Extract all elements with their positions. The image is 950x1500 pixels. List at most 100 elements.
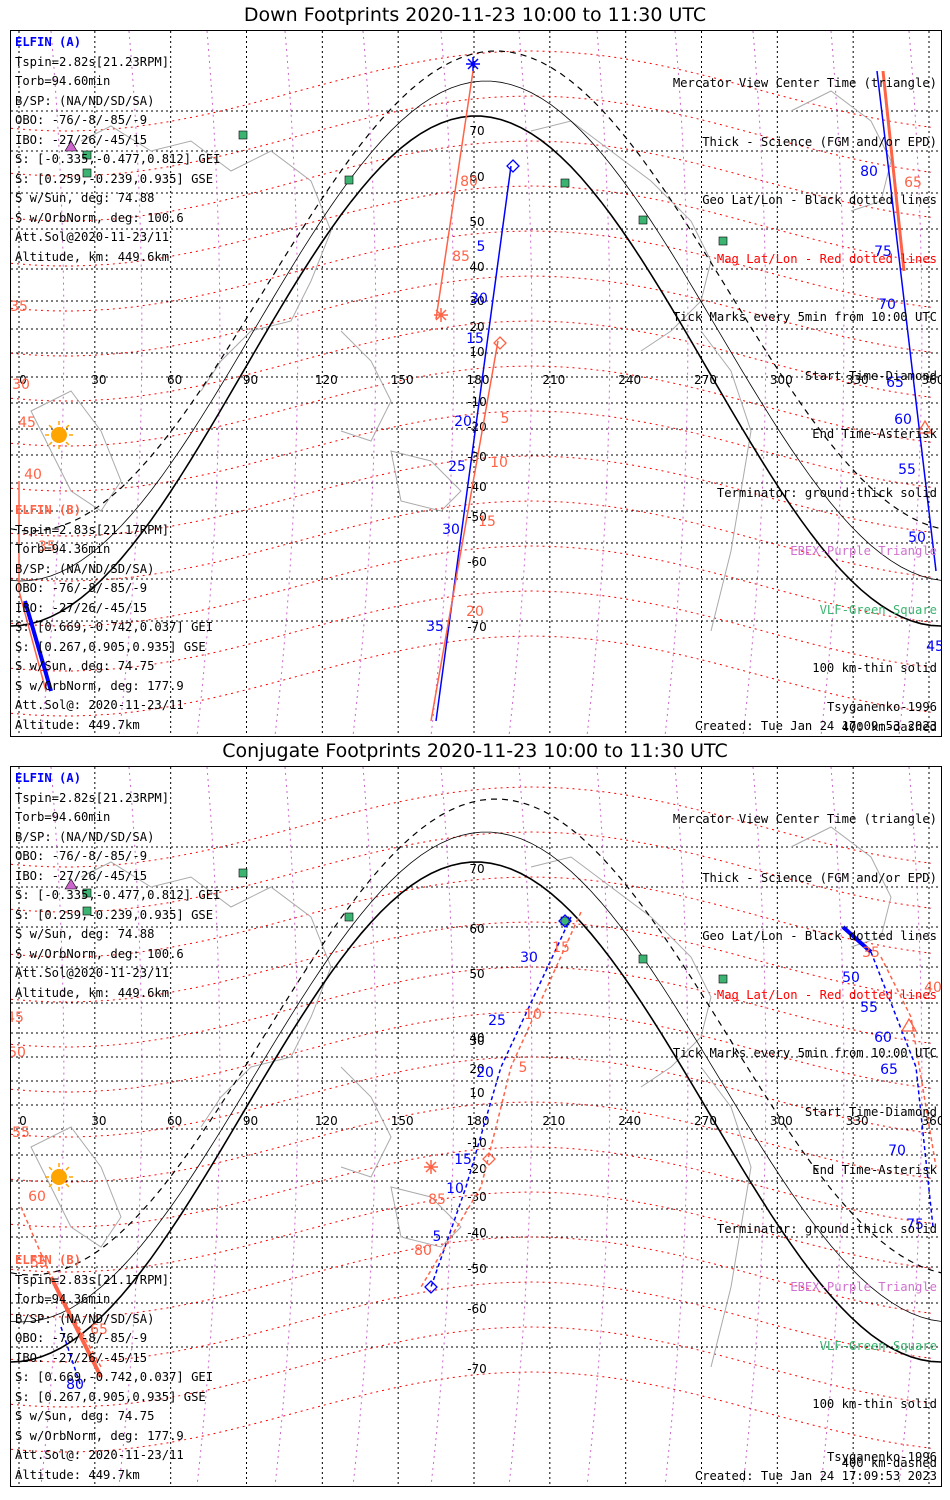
legend-line: Terminator: ground-thick solid — [716, 1221, 937, 1236]
sun-ray — [65, 1183, 70, 1188]
latitude-tick-label: -10 — [467, 1136, 487, 1150]
track-tick-label: 70 — [878, 297, 896, 313]
probe-header: ELFIN (A) — [15, 771, 82, 785]
start-diamond — [506, 159, 520, 173]
info-line: IBO: -27/26/-45/15 — [15, 868, 148, 883]
mag-longitude-line — [820, 767, 845, 1486]
longitude-tick-label: 300 — [770, 373, 793, 387]
longitude-tick-label: 240 — [618, 1114, 641, 1128]
vlf-station-square — [560, 178, 570, 188]
mag-longitude-line — [586, 31, 611, 736]
track-tick-label: 15 — [478, 514, 496, 530]
info-line: Altitude: 449.7km — [15, 717, 140, 732]
longitude-tick-label: 30 — [91, 1114, 106, 1128]
elfin-a-info: ELFIN (A) Tspin=2.82s[21.23RPM] Torb=94.60… — [15, 33, 220, 267]
ebex-triangle — [64, 878, 78, 890]
track-tick-label: 15 — [454, 1152, 472, 1168]
longitude-tick-label: 180 — [467, 1114, 490, 1128]
track-tick-label: 50 — [11, 1045, 26, 1061]
track-tick-label: 65 — [904, 175, 922, 191]
elfin-b-track — [18, 481, 47, 692]
latitude-tick-label: -40 — [467, 1226, 487, 1240]
track-tick-label: 10 — [446, 1181, 464, 1197]
latitude-tick-label: -60 — [467, 1302, 487, 1316]
vlf-station-square — [82, 150, 92, 160]
info-line: S: [0.267,0.905,0.935] GSE — [15, 1389, 206, 1404]
coastline — [80, 861, 332, 1128]
vlf-station-square — [718, 974, 728, 984]
model-label: Tsyganenko-1996 — [826, 1450, 937, 1464]
sun-ray — [65, 1166, 70, 1171]
center-triangle — [916, 419, 934, 434]
coastline — [790, 826, 892, 948]
vlf-station-square — [560, 916, 570, 926]
end-asterisk — [434, 308, 448, 322]
elfin-a-science-track — [23, 600, 53, 692]
end-asterisk — [466, 57, 480, 71]
bottom-panel-title: Conjugate Footprints 2020-11-23 10:00 to… — [222, 740, 728, 762]
vlf-station-square — [718, 236, 728, 246]
longitude-tick-label: 60 — [167, 373, 182, 387]
end-asterisk — [424, 1160, 438, 1174]
coastline — [30, 1126, 122, 1248]
coastline — [790, 90, 892, 212]
track-tick-label: 20 — [466, 604, 484, 620]
info-line: Altitude, km: 449.6km — [15, 985, 170, 1000]
probe-header: ELFIN (B) — [15, 1253, 82, 1267]
sun-ray — [65, 424, 70, 429]
latitude-tick-label: 40 — [469, 1031, 484, 1045]
track-tick-label: 20 — [454, 414, 472, 430]
track-tick-label: 25 — [488, 1013, 506, 1029]
created-label: Created: Tue Jan 24 17:09:53 2023 — [694, 1469, 937, 1483]
elfin-b-info: ELFIN (B) Tspin=2.83s[21.17RPM] Torb=94.36… — [15, 1251, 213, 1485]
mag-longitude-line — [586, 767, 611, 1486]
track-tick-label: 30 — [12, 377, 30, 393]
legend-line: Mag Lat/Lon - Red dotted lines — [716, 987, 937, 1002]
track-tick-label: 35 — [862, 945, 880, 961]
info-line: S w/OrbNorm, deg: 177.9 — [15, 678, 184, 693]
sun-ray — [48, 1166, 53, 1171]
latitude-tick-label: -10 — [467, 395, 487, 409]
info-line: B/SP: (NA/ND/SD/SA) — [15, 561, 155, 576]
info-line: OBO: -76/-8/-85/-9 — [15, 581, 148, 595]
latitude-tick-label: -50 — [467, 1262, 487, 1276]
legend: Mercator View Center Time (triangle) Thi… — [673, 771, 937, 1486]
info-line: Torb=94.60min — [15, 810, 111, 824]
info-line: S: [0.669,-0.742,0.037] GEI — [15, 620, 214, 634]
mag-latitude-line — [11, 831, 932, 913]
vlf-station-square — [344, 175, 354, 185]
elfin-b-track — [435, 70, 474, 320]
mag-latitude-line — [11, 590, 932, 672]
latitude-tick-label: -30 — [467, 1190, 487, 1204]
info-line: Tspin=2.82s[21.23RPM] — [15, 790, 170, 805]
legend: Mercator View Center Time (triangle) Thi… — [673, 35, 937, 736]
longitude-tick-label: 210 — [542, 1114, 565, 1128]
info-line: S w/OrbNorm, deg: 177.9 — [15, 1428, 184, 1443]
elfin-a-track — [60, 1326, 82, 1388]
track-tick-label: 85 — [452, 249, 470, 265]
elfin-b-science-track — [49, 1276, 103, 1378]
map-canvas: 0 30 60 90 120 150 180 210 240 270 300 330 360 70 60 50… — [11, 767, 941, 1486]
info-line: S: [0.259,-0.239,0.935] GSE — [15, 171, 214, 186]
track-tick-label: 5 — [477, 239, 486, 255]
mag-latitude-line — [11, 95, 932, 177]
latitude-tick-label: 40 — [469, 260, 484, 274]
info-line: OBO: -76/-8/-85/-9 — [15, 849, 148, 863]
legend-line: Terminator: ground-thick solid — [716, 485, 937, 500]
mag-latitude-line — [11, 545, 932, 627]
longitude-tick-label: 90 — [243, 1114, 258, 1128]
coastline — [30, 390, 122, 512]
info-line: S: [0.267,0.905,0.935] GSE — [15, 639, 206, 654]
longitude-tick-label: 150 — [391, 1114, 414, 1128]
latitude-tick-label: 20 — [469, 320, 484, 334]
created-label: Created: Tue Jan 24 17:09:53 2023 — [694, 719, 937, 733]
info-line: OBO: -76/-8/-85/-9 — [15, 1331, 148, 1345]
legend-line: End Time-Asterisk — [812, 427, 937, 441]
legend-line: Thick - Science (FGM and/or EPD) — [702, 134, 937, 149]
info-line: S w/Sun, deg: 74.75 — [15, 659, 155, 673]
info-line: S w/OrbNorm, deg: 100.6 — [15, 210, 184, 225]
coastline — [390, 450, 462, 512]
coastline — [530, 120, 712, 352]
track-tick-label: 85 — [428, 1192, 446, 1208]
mag-longitude-line — [352, 767, 377, 1486]
